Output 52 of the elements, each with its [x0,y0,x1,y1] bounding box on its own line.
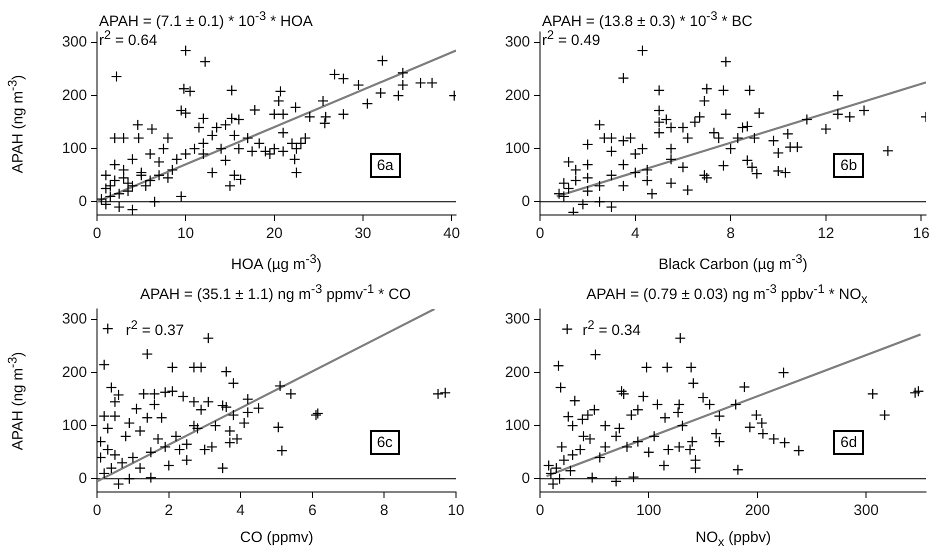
y-tick-label: 100 [504,416,530,434]
x-tick-label: 2 [164,502,173,520]
text: APAH = (13.8 ± 0.3) * 10$^{-3}$ * BC [542,9,752,30]
y-tick-label: 300 [62,310,87,328]
x-tick-label: 0 [92,502,102,520]
annotation: 6b [833,152,864,178]
text: APAH = (0.79 ± 0.03) ng m$^{-3}$ ppbv$^{-1}$ * NO$_{x}$ [586,282,868,306]
x-tick-label: 4 [631,225,640,242]
annotation: r$^{2}$ = 0.37 [126,318,184,339]
annotation: 6a [370,152,401,178]
y-tick-label: 0 [522,470,530,487]
annotation: r$^{2}$ = 0.49 [542,28,600,49]
x-axis-title: CO (ppmv) [240,529,314,546]
x-tick-label: 0 [536,502,544,520]
x-tick-label: 0 [536,225,544,242]
x-tick-label: 10 [448,502,464,520]
text: APAH = (7.1 ± 0.1) * 10$^{-3}$ * HOA [99,9,313,30]
annotation: 6d [833,430,864,455]
y-tick-label: 300 [504,34,530,51]
x-tick-label: 40 [443,225,460,242]
x-tick-label: 6 [308,502,317,520]
x-tick-label: 12 [818,225,834,242]
annotation: r$^{2}$ = 0.64 [99,28,158,49]
x-tick-label: 100 [636,502,662,520]
x-tick-label: 200 [744,502,770,520]
y-tick-label: 0 [78,192,87,210]
y-tick-label: 100 [62,416,87,434]
y-tick-label: 200 [62,364,87,381]
x-axis-title: NO$_{x}$ (ppbv) [696,529,771,549]
y-tick-label: 200 [504,86,530,104]
x-tick-label: 8 [380,502,388,520]
y-tick-label: 100 [504,140,530,157]
x-tick-label: 20 [266,225,283,242]
x-axis-title: HOA (µg m$^{-3}$) [231,252,322,273]
x-tick-label: 4 [236,502,245,520]
annotation: r$^{2}$ = 0.34 [582,318,641,339]
y-tick-label: 300 [504,310,530,328]
x-tick-label: 16 [912,225,930,242]
x-tick-label: 10 [177,225,194,242]
y-tick-label: 100 [62,140,87,157]
x-tick-label: 300 [854,502,879,520]
x-axis-title: Black Carbon (µg m$^{-3}$) [658,252,808,273]
x-tick-label: 30 [354,225,372,242]
annotation: 6c [370,430,400,455]
y-tick-label: 200 [504,364,530,381]
text: APAH = (35.1 ± 1.1) ng m$^{-3}$ ppmv$^{-1}$ * CO [140,282,411,303]
y-tick-label: 0 [78,470,87,487]
x-tick-label: 0 [92,225,102,242]
y-tick-label: 0 [522,192,530,210]
y-tick-label: 200 [62,86,87,104]
y-tick-label: 300 [62,34,87,51]
x-tick-label: 8 [726,225,735,242]
